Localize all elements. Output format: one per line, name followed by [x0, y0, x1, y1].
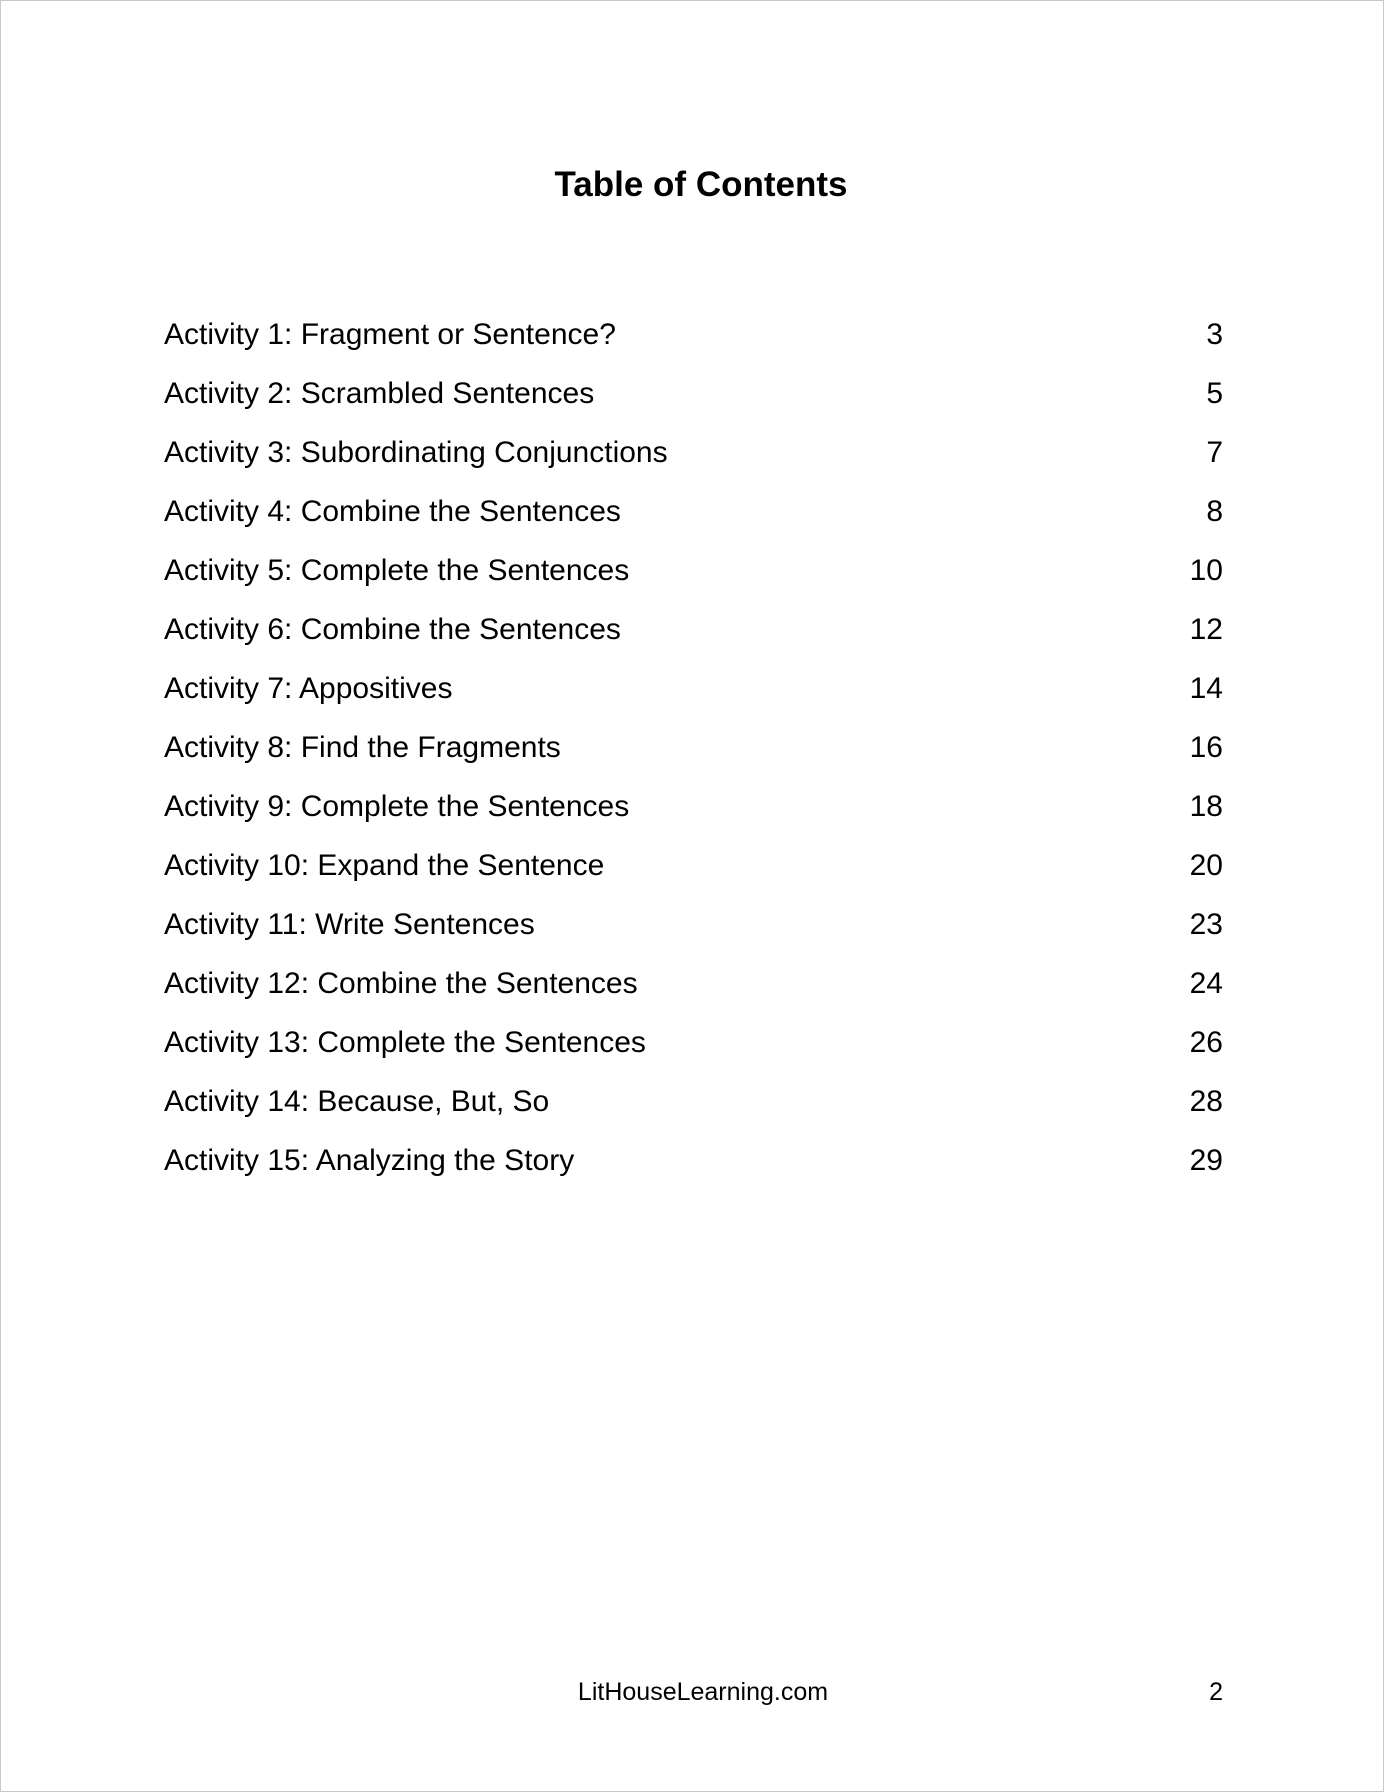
toc-entry: Activity 2: Scrambled Sentences 5: [164, 374, 1223, 433]
toc-entry: Activity 4: Combine the Sentences 8: [164, 492, 1223, 551]
toc-entry-label: Activity 12: Combine the Sentences: [164, 967, 638, 1000]
toc-entry: Activity 8: Find the Fragments 16: [164, 728, 1223, 787]
toc-entry: Activity 10: Expand the Sentence 20: [164, 846, 1223, 905]
toc-entry: Activity 15: Analyzing the Story 29: [164, 1141, 1223, 1200]
toc-entry: Activity 12: Combine the Sentences 24: [164, 964, 1223, 1023]
toc-entry-label: Activity 2: Scrambled Sentences: [164, 377, 595, 410]
toc-entry-label: Activity 14: Because, But, So: [164, 1085, 550, 1118]
toc-entry-page: 5: [1206, 377, 1223, 410]
toc-entry-label: Activity 13: Complete the Sentences: [164, 1026, 646, 1059]
toc-entry: Activity 13: Complete the Sentences 26: [164, 1023, 1223, 1082]
toc-entry-label: Activity 1: Fragment or Sentence?: [164, 318, 616, 351]
toc-entry: Activity 9: Complete the Sentences 18: [164, 787, 1223, 846]
toc-entry-label: Activity 6: Combine the Sentences: [164, 613, 621, 646]
toc-entry-label: Activity 8: Find the Fragments: [164, 731, 561, 764]
toc-entry-label: Activity 11: Write Sentences: [164, 908, 535, 941]
toc-entry-page: 20: [1189, 849, 1223, 882]
toc-entry-page: 28: [1189, 1085, 1223, 1118]
footer-page-number: 2: [1209, 1678, 1223, 1706]
toc-entry: Activity 5: Complete the Sentences 10: [164, 551, 1223, 610]
toc-entry-label: Activity 4: Combine the Sentences: [164, 495, 621, 528]
toc-entry-label: Activity 9: Complete the Sentences: [164, 790, 630, 823]
toc-entry-page: 14: [1189, 672, 1223, 705]
toc-entry-page: 23: [1189, 908, 1223, 941]
footer-site: LitHouseLearning.com: [577, 1678, 829, 1706]
toc-entry-label: Activity 7: Appositives: [164, 672, 453, 705]
toc-entry: Activity 3: Subordinating Conjunctions 7: [164, 433, 1223, 492]
toc-entry-label: Activity 15: Analyzing the Story: [164, 1144, 575, 1177]
table-of-contents: Activity 1: Fragment or Sentence? 3 Activi…: [164, 315, 1223, 1200]
toc-entry-page: 16: [1189, 731, 1223, 764]
toc-entry-page: 10: [1189, 554, 1223, 587]
toc-entry-label: Activity 5: Complete the Sentences: [164, 554, 630, 587]
toc-entry-label: Activity 3: Subordinating Conjunctions: [164, 436, 668, 469]
toc-entry-page: 7: [1206, 436, 1223, 469]
toc-entry-page: 18: [1189, 790, 1223, 823]
toc-entry-page: 26: [1189, 1026, 1223, 1059]
toc-entry-page: 3: [1206, 318, 1223, 351]
toc-entry: Activity 7: Appositives 14: [164, 669, 1223, 728]
toc-entry: Activity 1: Fragment or Sentence? 3: [164, 315, 1223, 374]
toc-entry: Activity 11: Write Sentences 23: [164, 905, 1223, 964]
toc-entry-page: 24: [1189, 967, 1223, 1000]
toc-entry: Activity 14: Because, But, So 28: [164, 1082, 1223, 1141]
toc-entry-page: 8: [1206, 495, 1223, 528]
page-title: Table of Contents: [554, 165, 848, 204]
toc-entry: Activity 6: Combine the Sentences 12: [164, 610, 1223, 669]
toc-entry-page: 29: [1189, 1144, 1223, 1177]
toc-entry-label: Activity 10: Expand the Sentence: [164, 849, 605, 882]
toc-entry-page: 12: [1189, 613, 1223, 646]
